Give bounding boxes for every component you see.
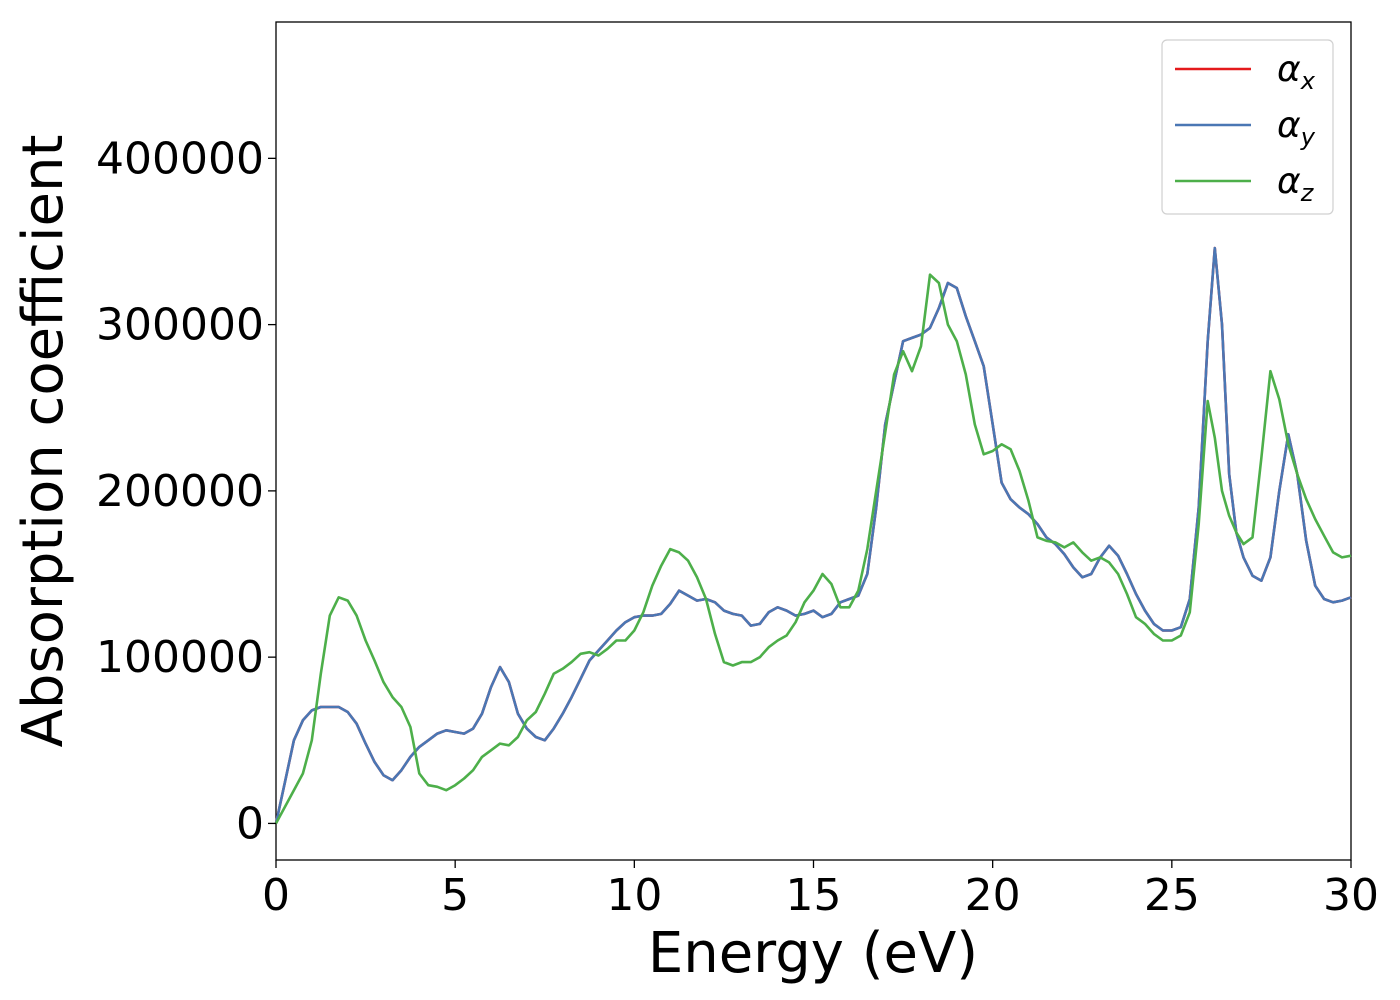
legend-frame (1161, 39, 1334, 215)
y-tick-label: 200000 (96, 466, 264, 517)
y-tick-label: 100000 (96, 632, 264, 683)
series-line-y (274, 246, 1352, 824)
x-axis: 0 5 10 15 20 25 30 (262, 860, 1379, 921)
x-tick-label: 20 (965, 870, 1021, 921)
y-tick-label: 300000 (96, 300, 264, 351)
x-tick-label: 25 (1144, 870, 1200, 921)
series-line-z (274, 273, 1352, 825)
x-tick-label: 5 (441, 870, 469, 921)
y-tick-label: 0 (236, 798, 264, 849)
x-tick-label: 15 (786, 870, 842, 921)
x-tick-label: 30 (1323, 870, 1379, 921)
y-axis-title: Absorption coefficient (11, 135, 76, 748)
x-tick-label: 10 (606, 870, 662, 921)
y-axis: 0 100000 200000 300000 400000 (96, 133, 276, 849)
y-tick-label: 400000 (96, 133, 264, 184)
series-layer (274, 246, 1352, 825)
x-tick-label: 0 (262, 870, 290, 921)
x-axis-title: Energy (eV) (648, 921, 978, 986)
